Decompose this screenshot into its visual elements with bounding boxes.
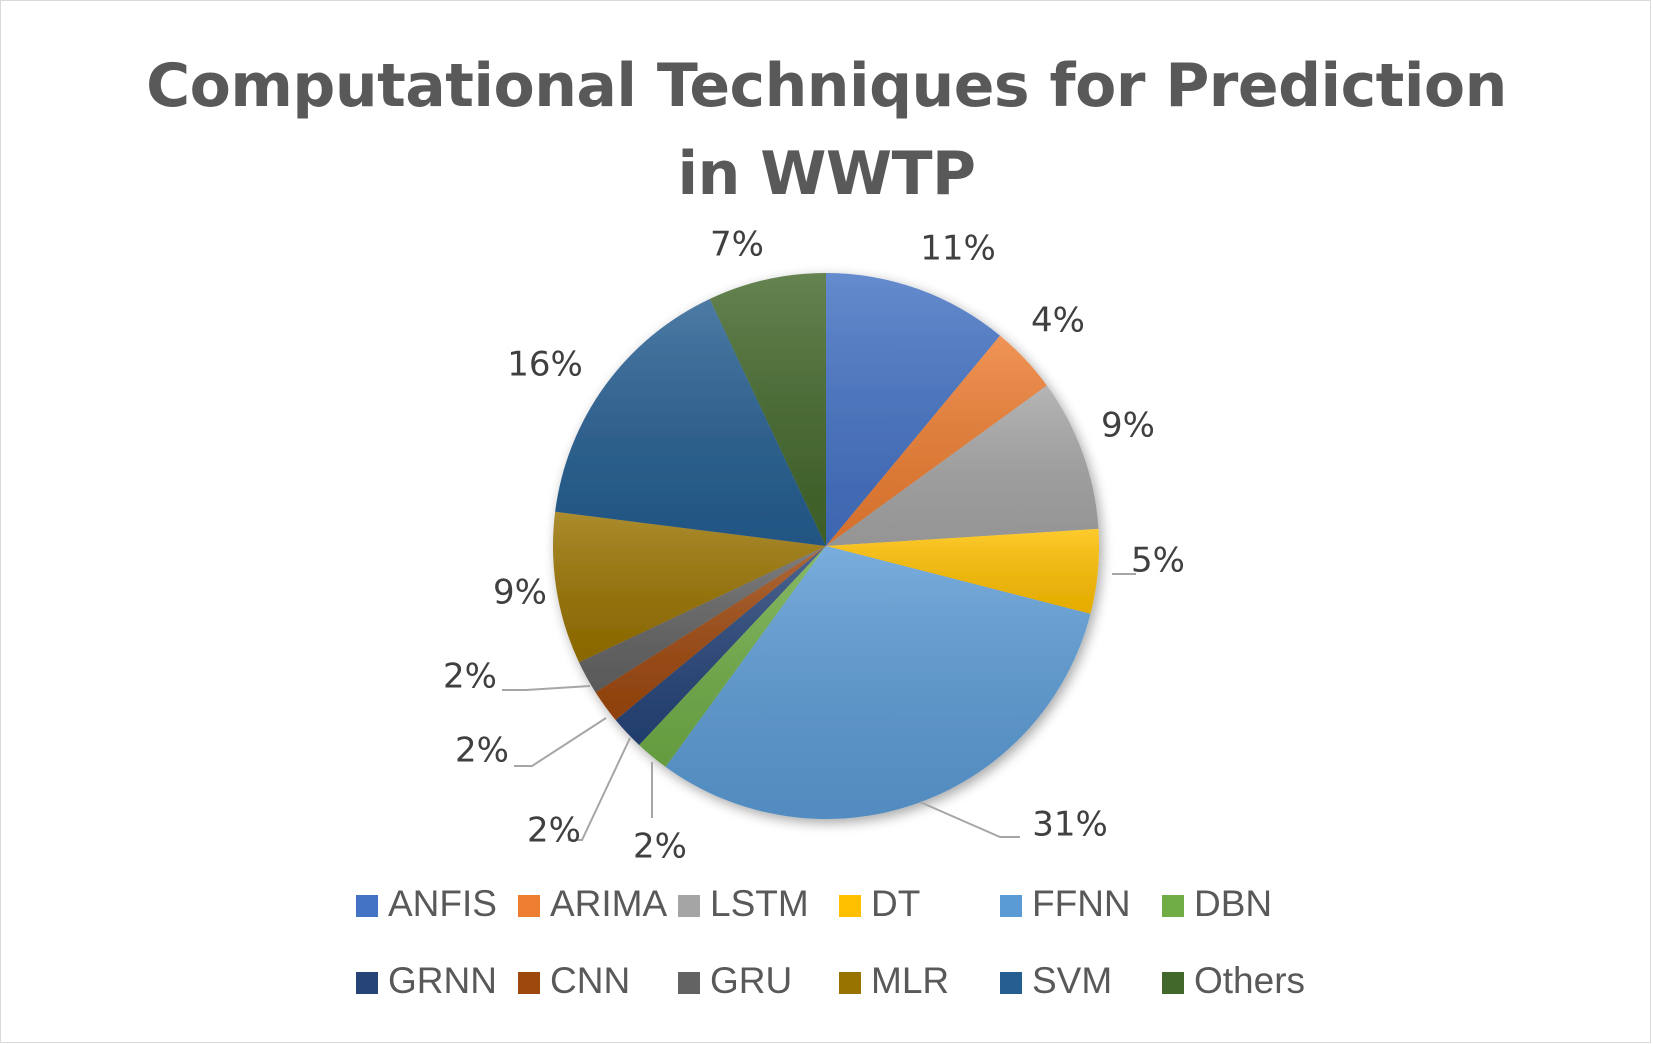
legend-swatch-dbn <box>1162 895 1184 917</box>
legend-item-svm: SVM <box>1000 960 1112 1001</box>
legend-swatch-ffnn <box>1000 895 1022 917</box>
legend-item-arima: ARIMA <box>518 883 668 924</box>
data-label-cnn: 2% <box>455 731 509 771</box>
legend-label-others: Others <box>1194 960 1305 1001</box>
chart-title-line-2: in WWTP <box>677 139 976 209</box>
legend-item-lstm: LSTM <box>678 883 809 924</box>
slice-shading-arima <box>826 335 1047 546</box>
data-label-gru: 2% <box>443 657 497 697</box>
data-label-ffnn: 31% <box>1032 805 1108 845</box>
data-label-svm: 16% <box>507 345 583 385</box>
legend-item-ffnn: FFNN <box>1000 883 1131 924</box>
legend-item-mlr: MLR <box>839 960 949 1001</box>
legend-swatch-cnn <box>518 972 540 994</box>
data-label-mlr: 9% <box>493 573 547 613</box>
data-label-dbn: 2% <box>633 827 687 867</box>
pie-slices <box>553 273 1099 820</box>
slice-shading-others <box>709 273 826 546</box>
legend: ANFIS ARIMA LSTM DT FFNN DBN GRNN CNN GRU MLR SVM O… <box>356 883 1305 1001</box>
chart-title: Computational Techniques for Prediction … <box>0 42 1653 218</box>
leader-line-ffnn <box>919 801 1020 838</box>
legend-item-cnn: CNN <box>518 960 630 1001</box>
legend-item-gru: GRU <box>678 960 792 1001</box>
data-labels: 11% 4% 9% 5% 31% 2% 2% 2% 2% 9% 16% 7% <box>443 225 1185 867</box>
slice-shading-dt <box>826 528 1099 614</box>
data-label-arima: 4% <box>1031 301 1085 341</box>
legend-swatch-anfis <box>356 895 378 917</box>
slice-shading-dbn <box>639 546 826 767</box>
legend-label-cnn: CNN <box>550 960 630 1001</box>
slice-shading-ffnn <box>665 546 1091 820</box>
data-label-dt: 5% <box>1131 541 1185 581</box>
data-label-others: 7% <box>710 225 764 265</box>
leader-line-gru <box>502 685 591 691</box>
slice-shading-cnn <box>595 546 826 721</box>
slice-shading-lstm <box>826 385 1099 546</box>
leader-line-grnn <box>568 737 631 841</box>
legend-item-anfis: ANFIS <box>356 883 497 924</box>
legend-label-dt: DT <box>871 883 920 924</box>
legend-swatch-lstm <box>678 895 700 917</box>
legend-label-dbn: DBN <box>1194 883 1272 924</box>
legend-label-arima: ARIMA <box>550 883 668 924</box>
legend-swatch-svm <box>1000 972 1022 994</box>
legend-item-dbn: DBN <box>1162 883 1272 924</box>
legend-label-ffnn: FFNN <box>1032 883 1131 924</box>
legend-swatch-gru <box>678 972 700 994</box>
legend-label-lstm: LSTM <box>710 883 809 924</box>
slice-shading-svm <box>555 298 826 546</box>
leader-lines <box>502 573 1136 841</box>
legend-label-grnn: GRNN <box>388 960 497 1001</box>
legend-label-svm: SVM <box>1032 960 1112 1001</box>
slice-shading-grnn <box>615 546 826 746</box>
legend-item-dt: DT <box>839 883 920 924</box>
leader-line-cnn <box>514 717 607 767</box>
legend-item-grnn: GRNN <box>356 960 497 1001</box>
chart-title-line-1: Computational Techniques for Prediction <box>146 51 1507 121</box>
slice-shading-anfis <box>826 273 1001 546</box>
legend-label-anfis: ANFIS <box>388 883 497 924</box>
legend-label-gru: GRU <box>710 960 792 1001</box>
data-label-anfis: 11% <box>920 229 996 269</box>
data-label-grnn: 2% <box>527 811 581 851</box>
legend-swatch-arima <box>518 895 540 917</box>
slice-shading-gru <box>578 546 826 693</box>
legend-swatch-mlr <box>839 972 861 994</box>
legend-swatch-grnn <box>356 972 378 994</box>
slice-shading-mlr <box>553 511 826 663</box>
legend-label-mlr: MLR <box>871 960 949 1001</box>
data-label-lstm: 9% <box>1101 406 1155 446</box>
legend-swatch-others <box>1162 972 1184 994</box>
legend-item-others: Others <box>1162 960 1305 1001</box>
legend-swatch-dt <box>839 895 861 917</box>
